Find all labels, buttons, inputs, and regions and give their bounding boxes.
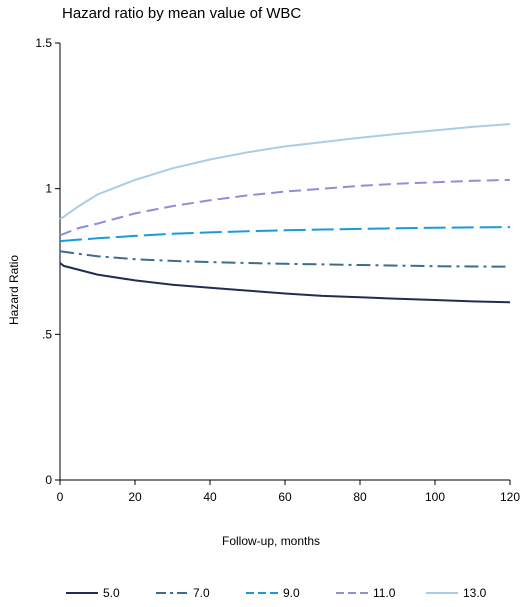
y-tick-label: .5 <box>42 327 52 341</box>
x-tick-label: 80 <box>353 490 367 504</box>
y-ticks: 0 .5 1 1.5 <box>35 36 60 487</box>
x-tick-label: 120 <box>500 490 520 504</box>
series-group <box>59 123 511 304</box>
series-line-11-0 <box>59 178 511 237</box>
legend-label: 7.0 <box>193 586 210 600</box>
x-tick-label: 100 <box>425 490 445 504</box>
y-tick-label: 1 <box>45 182 52 196</box>
x-axis-label: Follow-up, months <box>222 534 320 548</box>
legend-label: 5.0 <box>103 586 120 600</box>
x-tick-label: 0 <box>57 490 64 504</box>
y-tick-label: 0 <box>45 473 52 487</box>
legend-label: 9.0 <box>283 586 300 600</box>
legend-label: 11.0 <box>373 586 396 600</box>
x-tick-label: 20 <box>128 490 142 504</box>
legend-label: 13.0 <box>463 586 487 600</box>
x-tick-label: 40 <box>203 490 217 504</box>
y-axis-label: Hazard Ratio <box>7 255 21 325</box>
series-line-13-0 <box>59 123 511 221</box>
series-line-9-0 <box>59 226 511 243</box>
series-line-5-0 <box>59 262 511 304</box>
legend: 5.0 7.0 9.0 11.0 13.0 <box>66 586 487 600</box>
x-ticks: 0 20 40 60 80 100 120 <box>57 480 520 504</box>
plot-area <box>59 43 510 481</box>
chart-title: Hazard ratio by mean value of WBC <box>62 5 301 22</box>
series-line-7-0 <box>59 250 511 268</box>
y-tick-label: 1.5 <box>35 36 52 50</box>
x-tick-label: 60 <box>278 490 292 504</box>
